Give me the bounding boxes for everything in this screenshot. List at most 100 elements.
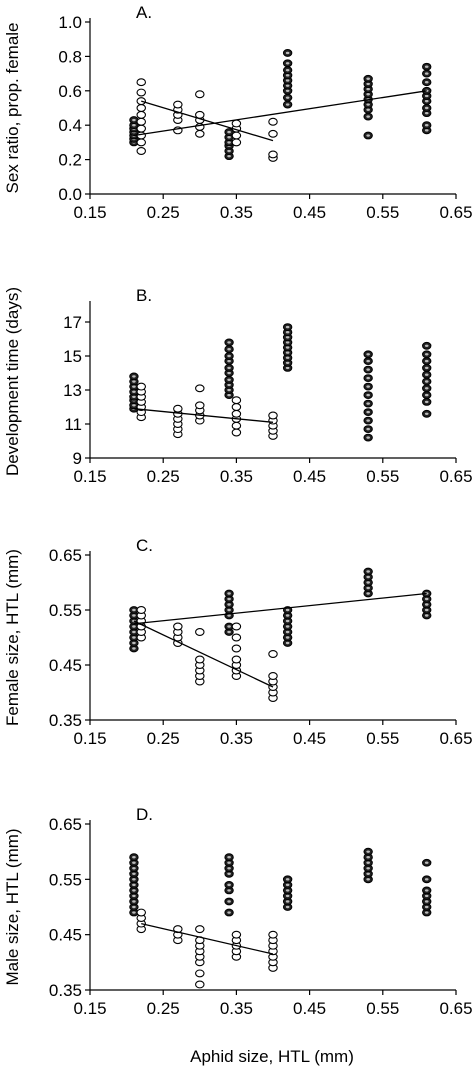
- x-tick-label: 0.65: [439, 467, 472, 486]
- open-point: [195, 925, 205, 934]
- y-tick-label: 17: [63, 313, 82, 332]
- filled-point-highlight: [285, 341, 290, 344]
- filled-point-highlight: [424, 72, 429, 75]
- open-point: [231, 655, 242, 664]
- filled-point-highlight: [227, 341, 231, 344]
- filled-point-highlight: [366, 586, 370, 590]
- filled-point-highlight: [366, 82, 370, 86]
- x-tick-label: 0.15: [73, 203, 106, 222]
- filled-point-highlight: [366, 359, 370, 363]
- filled-point-highlight: [227, 371, 231, 375]
- filled-point-highlight: [227, 366, 231, 370]
- filled-point-highlight: [366, 376, 370, 380]
- filled-point-highlight: [132, 630, 136, 634]
- y-tick-label: 0.45: [49, 926, 82, 945]
- open-point: [136, 104, 146, 112]
- open-point: [195, 628, 205, 636]
- open-point: [136, 110, 146, 119]
- filled-point-highlight: [227, 614, 231, 617]
- filled-point-highlight: [132, 883, 136, 887]
- filled-point-highlight: [366, 385, 370, 388]
- filled-point-highlight: [424, 608, 429, 612]
- x-tick-label: 0.15: [73, 999, 106, 1018]
- filled-point-highlight: [227, 136, 231, 139]
- filled-point-highlight: [366, 570, 370, 573]
- filled-point-highlight: [227, 359, 231, 363]
- filled-point-highlight: [285, 51, 290, 55]
- open-point: [231, 409, 242, 418]
- y-tick-label: 0.35: [49, 711, 82, 730]
- filled-point-highlight: [132, 878, 136, 881]
- open-point: [195, 980, 205, 989]
- open-point: [173, 100, 183, 109]
- filled-point-highlight: [227, 592, 231, 595]
- filled-point-highlight: [285, 351, 290, 354]
- filled-point-highlight: [227, 141, 231, 144]
- open-point: [173, 622, 183, 631]
- panel-c: 0.35 0.45 0.55 0.65 0.15 0.25 0.35 0.45 0.55 0.65…: [3, 536, 473, 748]
- filled-point-highlight: [285, 619, 290, 623]
- y-tick-label: 0.65: [49, 815, 82, 834]
- y-tick-label: 1.0: [58, 13, 82, 32]
- x-tick-label: 0.65: [439, 203, 472, 222]
- shared-x-axis-label: Aphid size, HTL (mm): [190, 1047, 354, 1066]
- filled-point-highlight: [132, 375, 136, 378]
- filled-point-highlight: [424, 124, 429, 127]
- open-point: [136, 908, 146, 917]
- filled-point-highlight: [424, 878, 429, 881]
- x-tick-label: 0.65: [439, 999, 472, 1018]
- filled-point-highlight: [366, 93, 370, 96]
- filled-point-highlight: [132, 856, 136, 859]
- filled-point-highlight: [424, 889, 429, 892]
- open-point: [231, 633, 242, 642]
- filled-point-highlight: [227, 378, 231, 381]
- filled-point-highlight: [424, 387, 429, 390]
- filled-point-highlight: [285, 889, 290, 892]
- y-tick-label: 11: [64, 415, 82, 434]
- filled-point-highlight: [366, 393, 370, 397]
- open-point: [268, 930, 278, 939]
- filled-point-highlight: [285, 103, 290, 106]
- filled-point-highlight: [285, 96, 290, 99]
- x-tick-label: 0.65: [439, 729, 472, 748]
- filled-point-highlight: [424, 65, 429, 68]
- x-tick-label: 0.15: [73, 467, 106, 486]
- y-tick-label: 15: [63, 347, 82, 366]
- open-point: [231, 403, 242, 411]
- x-tick-label: 0.55: [366, 203, 399, 222]
- open-point: [195, 384, 205, 393]
- x-tick-label: 0.25: [147, 999, 180, 1018]
- filled-point-highlight: [424, 614, 429, 617]
- filled-point-highlight: [227, 130, 231, 134]
- panel-label: A.: [136, 3, 152, 22]
- filled-point-highlight: [132, 905, 136, 909]
- filled-point-highlight: [227, 630, 231, 634]
- filled-point-highlight: [227, 354, 231, 358]
- filled-point-highlight: [285, 878, 290, 881]
- panel-label: B.: [136, 286, 152, 305]
- filled-point-highlight: [285, 636, 290, 639]
- panel-b: 9 11 13 15 17 0.15 0.25 0.35 0.45 0.55 0.65 Develop…: [3, 286, 473, 486]
- open-point: [268, 650, 278, 658]
- x-tick-label: 0.25: [147, 729, 180, 748]
- x-tick-label: 0.55: [366, 467, 399, 486]
- filled-point-highlight: [132, 861, 136, 864]
- filled-point-highlight: [366, 402, 370, 405]
- filled-point-highlight: [285, 74, 290, 77]
- filled-point-highlight: [424, 81, 429, 84]
- y-axis-label: Development time (days): [3, 287, 22, 476]
- filled-point-highlight: [366, 368, 370, 371]
- panels: 0.00.20.40.60.81.00.15 0.25 0.35 0.45 0.55 0.…: [3, 3, 473, 1018]
- filled-point-highlight: [366, 419, 370, 422]
- filled-point-highlight: [424, 400, 429, 404]
- filled-point-highlight: [285, 614, 290, 617]
- y-tick-label: 0.4: [58, 116, 82, 135]
- panel-label: C.: [136, 536, 153, 555]
- filled-point-highlight: [285, 608, 290, 612]
- filled-point-highlight: [424, 94, 429, 98]
- x-tick-label: 0.55: [366, 999, 399, 1018]
- x-tick-label: 0.55: [366, 729, 399, 748]
- x-tick-label: 0.25: [147, 203, 180, 222]
- filled-point-highlight: [366, 87, 370, 91]
